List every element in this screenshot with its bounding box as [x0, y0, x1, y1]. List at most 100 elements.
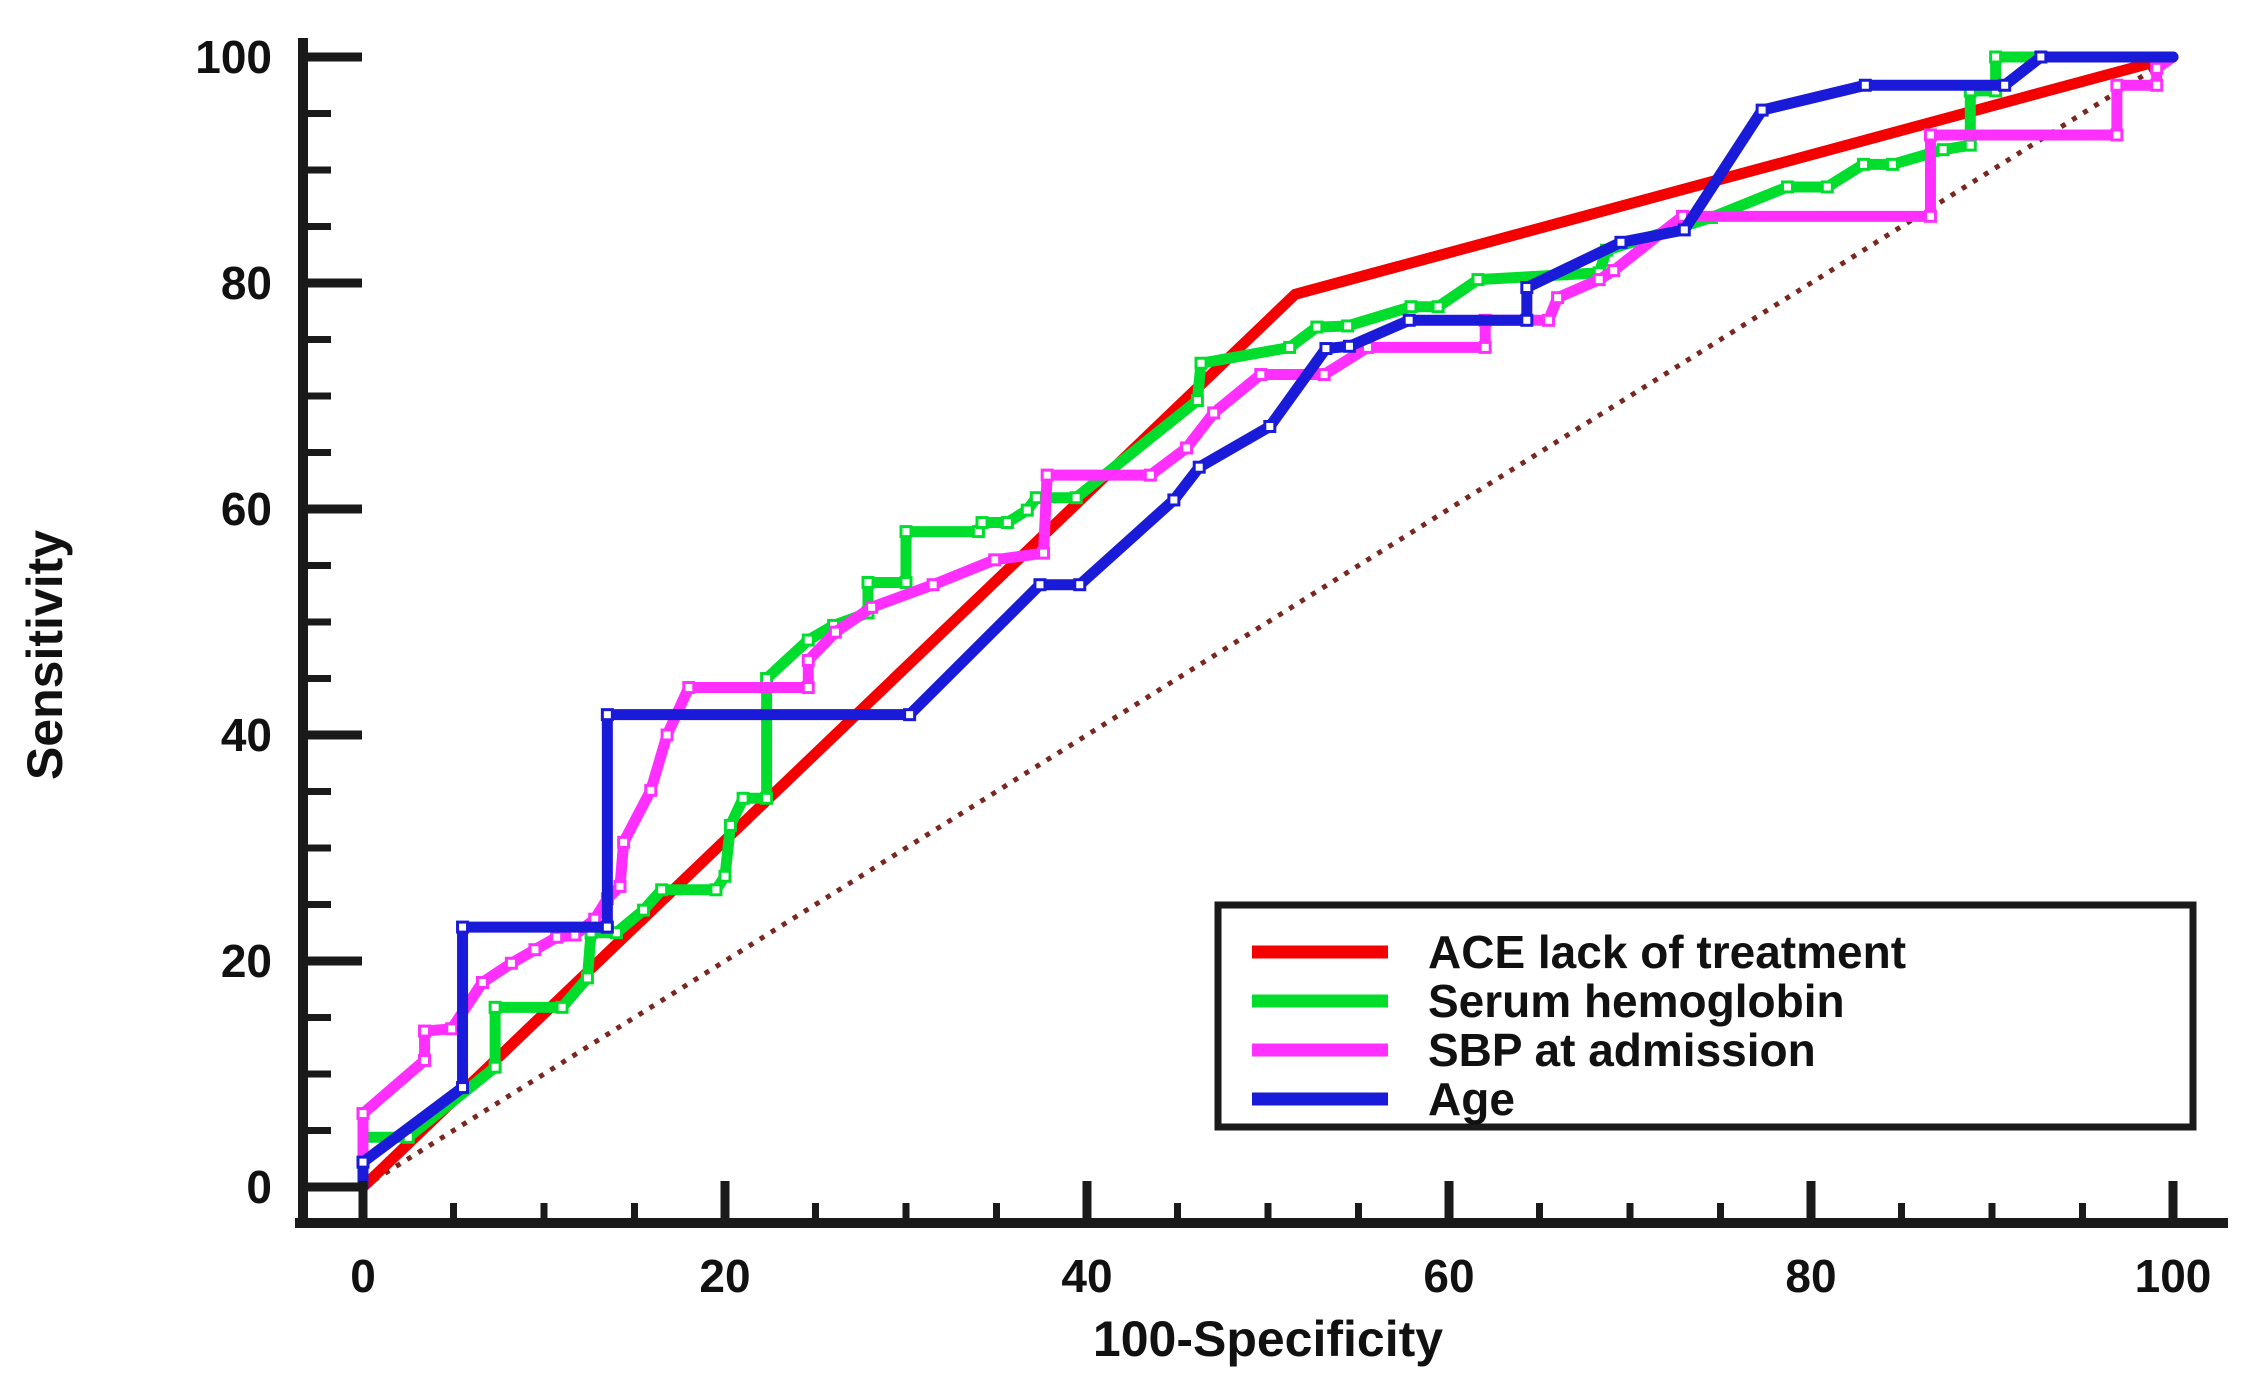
- data-point-marker-serum-hemoglobin: [1856, 157, 1870, 171]
- data-point-marker-serum-hemoglobin: [1341, 319, 1355, 333]
- roc-curve-age: [357, 51, 2179, 1193]
- data-point-marker-serum-hemoglobin: [1000, 516, 1014, 530]
- legend-label-serum-hemoglobin: Serum hemoglobin: [1428, 975, 1845, 1027]
- reference-line: [361, 54, 2175, 1190]
- data-point-marker-age: [1192, 460, 1206, 474]
- data-point-marker-sbp-at-admission: [660, 728, 674, 742]
- y-tick-label: 80: [221, 257, 272, 309]
- data-point-marker-sbp-at-admission: [1551, 291, 1565, 305]
- axes: [295, 38, 2228, 1228]
- data-point-marker-serum-hemoglobin: [580, 971, 594, 985]
- data-point-marker-serum-hemoglobin: [899, 575, 913, 589]
- data-point-marker-serum-hemoglobin: [1069, 491, 1083, 505]
- y-tick-label: 60: [221, 483, 272, 535]
- data-point-marker-serum-hemoglobin: [760, 791, 774, 805]
- y-tick-labels: 0 20 40 60 80 100: [195, 31, 272, 1213]
- data-point-marker-serum-hemoglobin: [723, 818, 737, 832]
- data-point-marker-age: [456, 920, 470, 934]
- data-point-marker-sbp-at-admission: [2110, 78, 2124, 92]
- data-point-marker-age: [2034, 50, 2048, 64]
- y-axis-title: Sensitivity: [17, 530, 73, 780]
- data-point-marker-serum-hemoglobin: [1310, 320, 1324, 334]
- data-point-marker-serum-hemoglobin: [709, 883, 723, 897]
- data-point-marker-age: [1263, 420, 1277, 434]
- x-tick-label: 20: [699, 1250, 750, 1302]
- data-point-marker-age: [1342, 339, 1356, 353]
- data-point-marker-sbp-at-admission: [1923, 209, 1937, 223]
- data-point-marker-sbp-at-admission: [1317, 368, 1331, 382]
- data-point-marker-serum-hemoglobin: [1780, 180, 1794, 194]
- data-point-marker-sbp-at-admission: [445, 1022, 459, 1036]
- data-point-marker-sbp-at-admission: [550, 930, 564, 944]
- data-point-marker-sbp-at-admission: [1592, 273, 1606, 287]
- data-point-marker-serum-hemoglobin: [488, 1000, 502, 1014]
- y-tick-label: 100: [195, 31, 272, 83]
- data-point-marker-age: [1402, 313, 1416, 327]
- data-point-marker-age: [1167, 493, 1181, 507]
- data-point-marker-age: [903, 708, 917, 722]
- data-point-marker-sbp-at-admission: [1207, 406, 1221, 420]
- data-point-marker-sbp-at-admission: [1040, 468, 1054, 482]
- data-point-marker-serum-hemoglobin: [801, 633, 815, 647]
- data-point-marker-age: [1520, 313, 1534, 327]
- data-point-marker-serum-hemoglobin: [1936, 143, 1950, 157]
- data-point-marker-serum-hemoglobin: [555, 1000, 569, 1014]
- x-tick-labels: 0 20 40 60 80 100: [350, 1250, 2211, 1302]
- data-point-marker-sbp-at-admission: [2110, 128, 2124, 142]
- data-point-marker-sbp-at-admission: [1143, 468, 1157, 482]
- data-point-marker-age: [600, 920, 614, 934]
- legend-label-age: Age: [1428, 1073, 1515, 1125]
- data-point-marker-sbp-at-admission: [1542, 313, 1556, 327]
- data-point-marker-sbp-at-admission: [1180, 441, 1194, 455]
- chance-diagonal: [361, 54, 2175, 1190]
- data-point-marker-sbp-at-admission: [865, 600, 879, 614]
- data-point-marker-sbp-at-admission: [475, 975, 489, 989]
- data-point-marker-age: [356, 1155, 370, 1169]
- data-point-marker-serum-hemoglobin: [760, 672, 774, 685]
- data-point-marker-sbp-at-admission: [644, 783, 658, 797]
- data-point-marker-serum-hemoglobin: [1820, 180, 1834, 194]
- data-point-marker-sbp-at-admission: [617, 835, 631, 849]
- data-point-marker-age: [1614, 235, 1628, 249]
- data-point-marker-sbp-at-admission: [1037, 546, 1051, 560]
- data-point-marker-serum-hemoglobin: [899, 525, 913, 539]
- data-point-marker-serum-hemoglobin: [1020, 503, 1034, 517]
- y-tick-label: 40: [221, 709, 272, 761]
- data-point-marker-sbp-at-admission: [528, 943, 542, 957]
- y-tick-label: 20: [221, 935, 272, 987]
- data-point-marker-serum-hemoglobin: [1190, 394, 1204, 408]
- data-point-marker-sbp-at-admission: [801, 653, 815, 667]
- data-point-marker-age: [1319, 342, 1333, 356]
- x-tick-label: 60: [1423, 1250, 1474, 1302]
- x-tick-label: 0: [350, 1250, 376, 1302]
- data-point-marker-sbp-at-admission: [613, 879, 627, 893]
- data-point-marker-sbp-at-admission: [1254, 368, 1268, 382]
- data-point-marker-serum-hemoglobin: [975, 516, 989, 530]
- data-point-marker-sbp-at-admission: [504, 956, 518, 970]
- roc-curves: [356, 50, 2179, 1193]
- data-point-marker-sbp-at-admission: [801, 681, 815, 695]
- data-point-marker-sbp-at-admission: [926, 578, 940, 592]
- tick-marks: [303, 52, 2178, 1223]
- data-point-marker-age: [1755, 103, 1769, 117]
- data-point-marker-sbp-at-admission: [2150, 61, 2164, 75]
- data-point-marker-age: [1073, 578, 1087, 592]
- data-point-marker-age: [1677, 223, 1691, 237]
- data-point-marker-serum-hemoglobin: [1885, 157, 1899, 171]
- data-point-marker-sbp-at-admission: [1478, 340, 1492, 354]
- data-point-marker-sbp-at-admission: [356, 1107, 370, 1121]
- data-point-marker-serum-hemoglobin: [637, 903, 651, 917]
- data-point-marker-sbp-at-admission: [682, 681, 696, 695]
- data-point-marker-serum-hemoglobin: [1471, 273, 1485, 287]
- data-point-marker-serum-hemoglobin: [1029, 491, 1043, 505]
- data-point-marker-serum-hemoglobin: [488, 1060, 502, 1074]
- data-point-marker-sbp-at-admission: [988, 553, 1002, 567]
- data-point-marker-age: [1998, 78, 2012, 92]
- data-point-marker-serum-hemoglobin: [1989, 50, 2003, 64]
- data-point-marker-age: [600, 708, 614, 722]
- data-point-marker-serum-hemoglobin: [861, 575, 875, 589]
- data-point-marker-serum-hemoglobin: [1283, 340, 1297, 354]
- data-point-marker-sbp-at-admission: [418, 1024, 432, 1038]
